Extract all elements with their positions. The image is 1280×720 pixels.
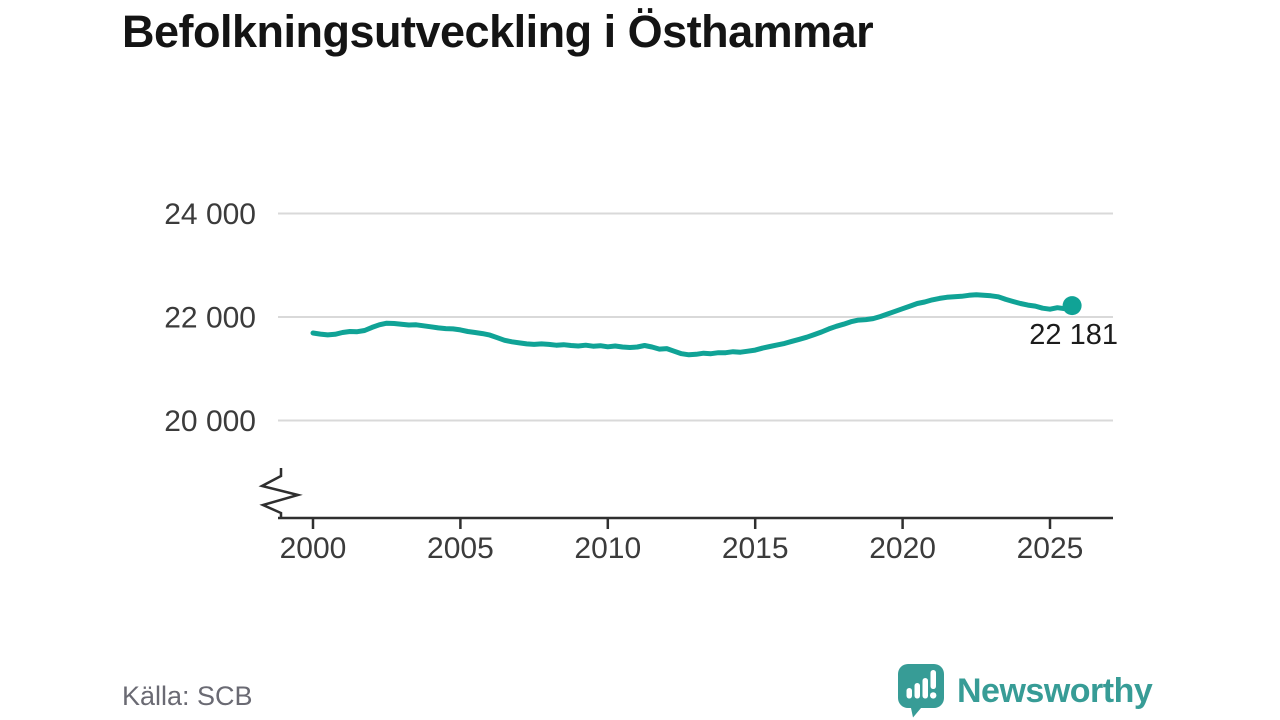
- logo-bar-small: [906, 688, 912, 699]
- x-axis-tick-label: 2000: [280, 532, 347, 565]
- population-line: [310, 292, 1075, 358]
- y-axis-tick-label: 22 000: [164, 302, 256, 335]
- chart-title: Befolkningsutveckling i Östhammar: [122, 6, 874, 57]
- source-label: Källa: SCB: [122, 681, 253, 711]
- newsworthy-wordmark: Newsworthy: [957, 672, 1153, 710]
- latest-value-dot: [1062, 296, 1082, 316]
- y-axis-break-icon: [258, 468, 303, 518]
- y-axis-tick-label: 20 000: [164, 405, 256, 438]
- logo-bar-large: [922, 678, 928, 699]
- x-axis-tick-label: 2015: [722, 532, 789, 565]
- x-axis-tick-label: 2005: [427, 532, 494, 565]
- newsworthy-logo: Newsworthy: [897, 663, 1153, 719]
- y-axis-tick-label: 24 000: [164, 198, 256, 231]
- x-axis-tick-label: 2020: [869, 532, 936, 565]
- x-axis-tick-label: 2025: [1017, 532, 1084, 565]
- logo-exclamation-bar: [930, 670, 936, 689]
- logo-bar-medium: [914, 683, 920, 699]
- logo-exclamation-dot: [930, 692, 937, 699]
- latest-value-label: 22 181: [1029, 319, 1118, 351]
- x-axis-tick-label: 2010: [574, 532, 641, 565]
- newsworthy-logo-icon: [898, 664, 944, 718]
